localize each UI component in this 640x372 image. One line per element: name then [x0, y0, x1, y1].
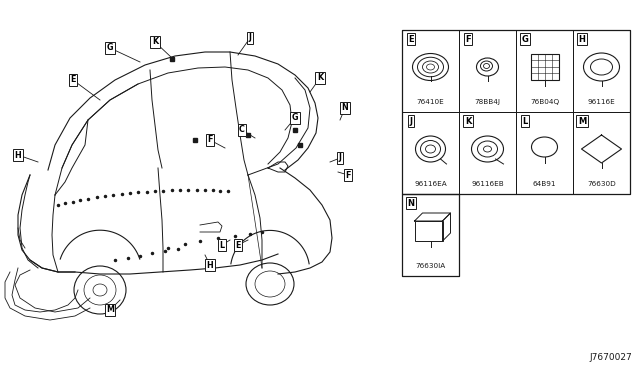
- Text: L: L: [220, 241, 225, 250]
- Text: K: K: [317, 74, 323, 83]
- Text: H: H: [15, 151, 21, 160]
- Text: E: E: [70, 76, 76, 84]
- Text: J: J: [410, 116, 413, 125]
- Bar: [402, 30, 630, 194]
- Text: J: J: [339, 154, 342, 163]
- Text: F: F: [207, 135, 212, 144]
- Text: 96116EA: 96116EA: [414, 181, 447, 187]
- Text: N: N: [342, 103, 348, 112]
- Text: 78BB4J: 78BB4J: [474, 99, 500, 105]
- Text: H: H: [579, 35, 586, 44]
- Text: J: J: [248, 33, 252, 42]
- Text: H: H: [207, 260, 213, 269]
- Text: M: M: [578, 116, 586, 125]
- Text: N: N: [408, 199, 415, 208]
- Text: 96116EB: 96116EB: [471, 181, 504, 187]
- Bar: [459, 30, 516, 112]
- Text: L: L: [522, 116, 527, 125]
- Text: 96116E: 96116E: [588, 99, 616, 105]
- Text: 76630D: 76630D: [587, 181, 616, 187]
- Text: K: K: [152, 38, 158, 46]
- Text: 76630IA: 76630IA: [415, 263, 445, 269]
- Text: F: F: [465, 35, 471, 44]
- Text: M: M: [106, 305, 114, 314]
- Text: K: K: [465, 116, 471, 125]
- Bar: [402, 194, 459, 276]
- Text: G: G: [107, 44, 113, 52]
- Text: C: C: [239, 125, 245, 135]
- Bar: [516, 112, 573, 194]
- Bar: [573, 30, 630, 112]
- Text: E: E: [236, 241, 241, 250]
- Bar: [516, 30, 573, 112]
- Bar: [573, 112, 630, 194]
- Bar: [402, 30, 459, 112]
- Bar: [402, 194, 459, 276]
- Text: F: F: [346, 170, 351, 180]
- Bar: [531, 54, 559, 80]
- Text: 64B91: 64B91: [532, 181, 556, 187]
- Text: G: G: [522, 35, 529, 44]
- Text: E: E: [408, 35, 414, 44]
- Text: G: G: [292, 113, 298, 122]
- Bar: [415, 221, 442, 241]
- Text: 76B04Q: 76B04Q: [530, 99, 559, 105]
- Bar: [459, 112, 516, 194]
- Text: J7670027: J7670027: [589, 353, 632, 362]
- Text: 76410E: 76410E: [417, 99, 444, 105]
- Bar: [402, 112, 459, 194]
